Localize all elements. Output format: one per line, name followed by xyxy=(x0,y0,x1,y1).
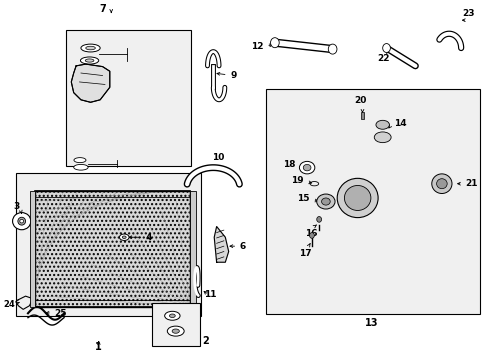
Text: 9: 9 xyxy=(230,71,236,80)
Ellipse shape xyxy=(85,59,94,62)
Polygon shape xyxy=(35,191,190,307)
Ellipse shape xyxy=(436,179,446,189)
Ellipse shape xyxy=(337,178,377,217)
Text: 3: 3 xyxy=(14,202,20,211)
Ellipse shape xyxy=(299,161,314,174)
Ellipse shape xyxy=(382,44,389,53)
Ellipse shape xyxy=(13,213,31,230)
Text: 7: 7 xyxy=(99,4,106,14)
Text: 18: 18 xyxy=(282,160,294,169)
Text: 2: 2 xyxy=(202,336,209,346)
Text: 10: 10 xyxy=(211,153,224,162)
Ellipse shape xyxy=(172,329,179,333)
Bar xyxy=(16,173,201,316)
Text: 23: 23 xyxy=(461,9,474,18)
Text: 19: 19 xyxy=(290,176,303,185)
Text: 15: 15 xyxy=(296,194,309,203)
Bar xyxy=(151,303,200,346)
Polygon shape xyxy=(214,226,228,262)
Text: 21: 21 xyxy=(464,179,476,188)
Ellipse shape xyxy=(431,174,451,194)
Ellipse shape xyxy=(18,217,25,225)
Ellipse shape xyxy=(321,198,329,205)
Text: 13: 13 xyxy=(365,318,378,328)
Text: 6: 6 xyxy=(239,242,245,251)
Ellipse shape xyxy=(122,236,126,238)
Ellipse shape xyxy=(309,233,314,238)
Text: 11: 11 xyxy=(203,290,216,299)
Bar xyxy=(360,112,364,120)
Text: 24: 24 xyxy=(3,300,15,309)
Ellipse shape xyxy=(169,314,175,318)
Bar xyxy=(190,191,196,307)
Ellipse shape xyxy=(316,216,321,222)
Ellipse shape xyxy=(167,326,184,336)
Ellipse shape xyxy=(20,219,23,223)
Ellipse shape xyxy=(81,44,100,52)
Ellipse shape xyxy=(344,185,370,211)
Text: 20: 20 xyxy=(353,96,366,105)
Bar xyxy=(265,89,479,314)
Ellipse shape xyxy=(373,132,390,143)
Ellipse shape xyxy=(375,120,388,129)
Ellipse shape xyxy=(270,38,279,48)
Text: 25: 25 xyxy=(54,309,67,318)
Ellipse shape xyxy=(119,234,129,240)
Ellipse shape xyxy=(74,165,88,170)
Bar xyxy=(30,191,35,307)
Ellipse shape xyxy=(316,194,334,209)
Text: 14: 14 xyxy=(393,118,406,127)
Bar xyxy=(35,191,190,307)
Ellipse shape xyxy=(164,311,180,320)
Text: 17: 17 xyxy=(299,249,311,258)
Text: 8: 8 xyxy=(139,50,144,59)
Ellipse shape xyxy=(74,158,86,163)
Ellipse shape xyxy=(303,165,310,171)
Ellipse shape xyxy=(85,46,95,50)
Text: 1: 1 xyxy=(95,342,102,352)
Text: 12: 12 xyxy=(250,42,263,51)
Ellipse shape xyxy=(80,57,99,64)
Text: 16: 16 xyxy=(304,229,317,238)
Polygon shape xyxy=(71,64,110,102)
Bar xyxy=(66,30,190,166)
Text: 4: 4 xyxy=(145,233,152,242)
Ellipse shape xyxy=(327,44,336,54)
Text: 22: 22 xyxy=(376,54,388,63)
Text: 5: 5 xyxy=(130,159,136,168)
